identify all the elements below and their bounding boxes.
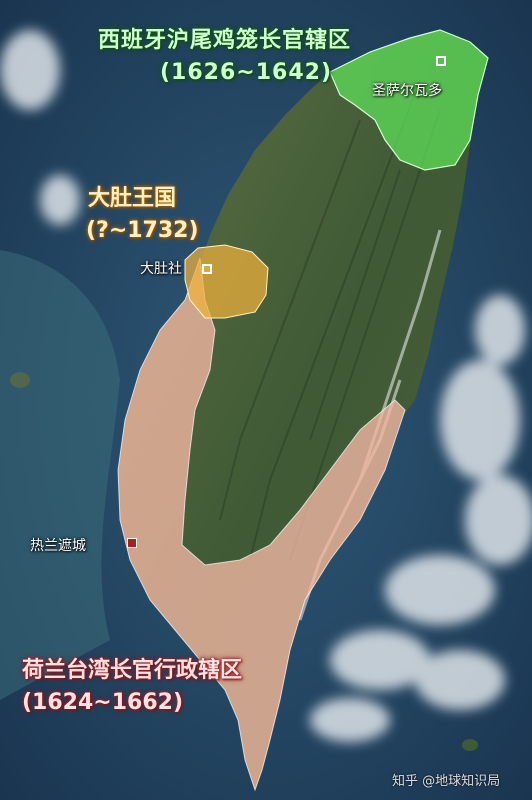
dadu-she-label: 大肚社 bbox=[140, 261, 182, 277]
dadu-region-name: 大肚王国 bbox=[88, 186, 177, 211]
spanish-region-years: (1626~1642) bbox=[160, 60, 333, 85]
santiago-label: 圣萨尔瓦多 bbox=[372, 83, 442, 99]
dadu-region-years: (?~1732) bbox=[86, 218, 199, 243]
spanish-region bbox=[329, 29, 489, 171]
dutch-region bbox=[117, 257, 406, 792]
zeelandia-label: 热兰遮城 bbox=[30, 538, 86, 554]
clouds bbox=[0, 30, 532, 742]
island-penghu bbox=[10, 372, 30, 388]
dadu-region bbox=[184, 244, 269, 319]
dutch-region-name: 荷兰台湾长官行政辖区 bbox=[22, 658, 243, 683]
watermark: 知乎 @地球知识局 bbox=[392, 774, 501, 789]
mountain-ridges bbox=[219, 79, 441, 561]
zeelandia-marker bbox=[127, 538, 137, 548]
dutch-region-years: (1624~1662) bbox=[22, 690, 184, 715]
island-orchid bbox=[462, 739, 478, 751]
spanish-region-name: 西班牙沪尾鸡笼长官辖区 bbox=[98, 28, 352, 53]
strait-shallows bbox=[0, 250, 120, 700]
santiago-marker bbox=[436, 56, 446, 66]
dadu-she-marker bbox=[202, 264, 212, 274]
